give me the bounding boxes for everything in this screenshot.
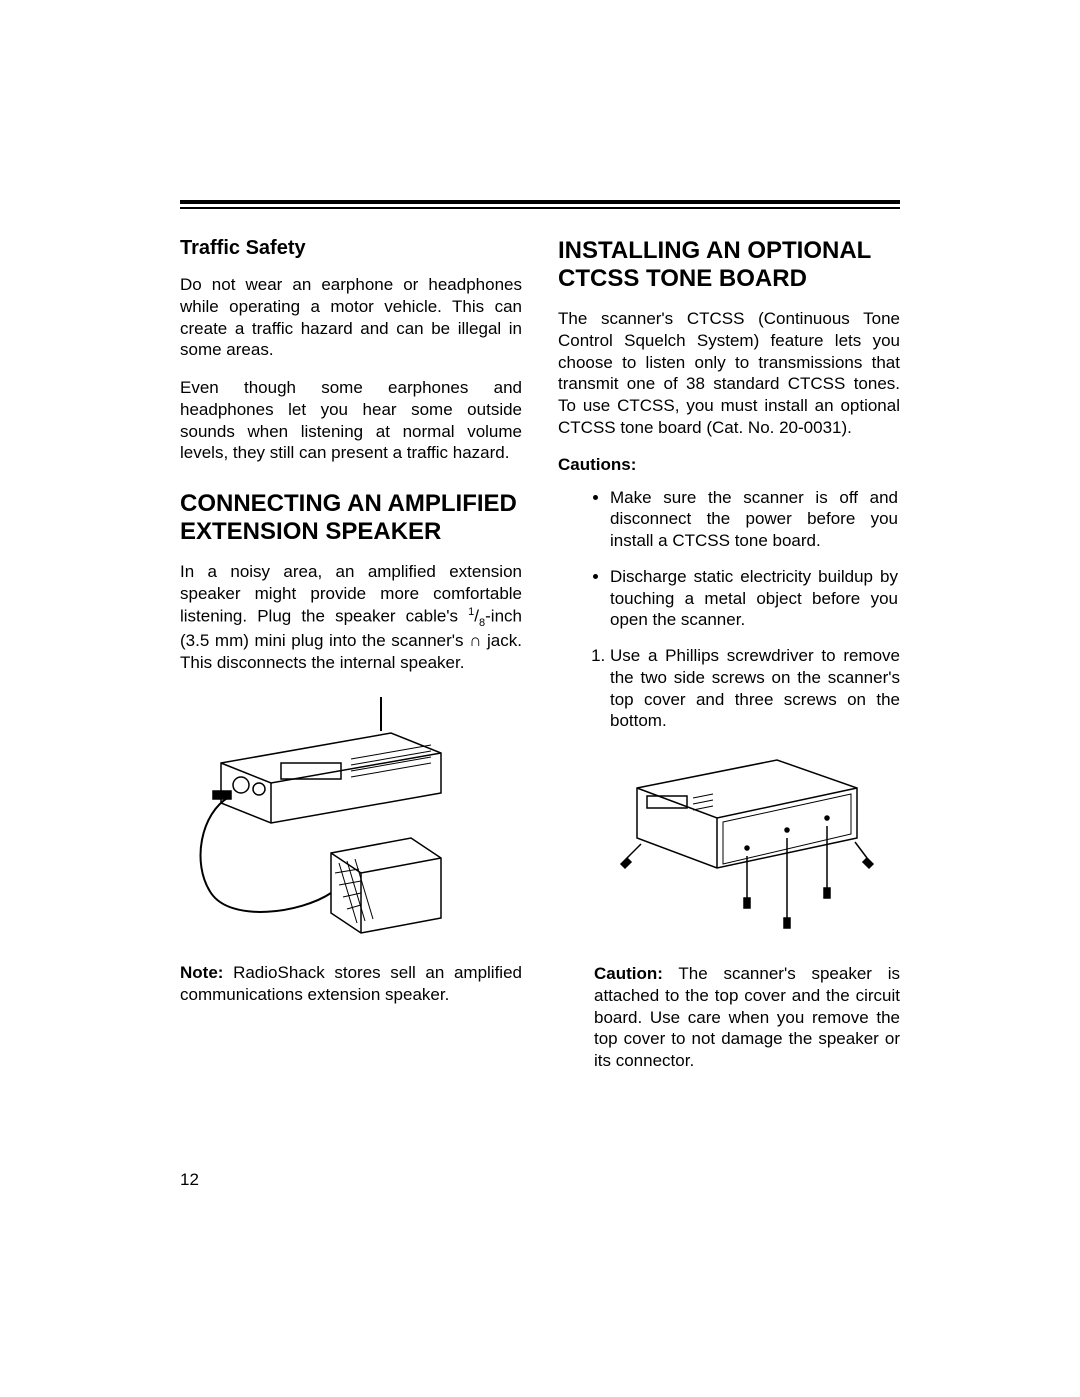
traffic-safety-p2: Even though some earphones and headphone… — [180, 377, 522, 464]
right-column: INSTALLING AN OPTIONAL CTCSS TONE BOARD … — [558, 237, 900, 1072]
page-content: Traffic Safety Do not wear an earphone o… — [180, 200, 900, 1072]
top-rule — [180, 200, 900, 209]
fraction-numerator: 1 — [468, 606, 474, 618]
cautions-list: Make sure the scanner is off and disconn… — [558, 487, 900, 632]
caution-paragraph: Caution: The scanner's speaker is attach… — [594, 963, 900, 1072]
scanner-speaker-illustration — [180, 693, 522, 943]
caution-bullet-1: Make sure the scanner is off and disconn… — [610, 487, 900, 552]
jack-icon: ∩ — [469, 631, 481, 650]
two-column-layout: Traffic Safety Do not wear an earphone o… — [180, 237, 900, 1072]
connecting-speaker-p: In a noisy area, an amplified extension … — [180, 561, 522, 673]
traffic-safety-p1: Do not wear an earphone or headphones wh… — [180, 274, 522, 361]
install-steps: Use a Phillips screwdriver to remove the… — [558, 645, 900, 732]
caution-bullet-2: Discharge static electricity buildup by … — [610, 566, 900, 631]
page-number: 12 — [180, 1170, 199, 1190]
scanner-screws-illustration — [594, 748, 900, 948]
caution-block: Caution: The scanner's speaker is attach… — [594, 963, 900, 1072]
note-label: Note: — [180, 963, 223, 982]
install-step-1: Use a Phillips screwdriver to remove the… — [610, 645, 900, 732]
traffic-safety-heading: Traffic Safety — [180, 237, 522, 260]
ctcss-heading: INSTALLING AN OPTIONAL CTCSS TONE BOARD — [558, 237, 900, 292]
caution-label: Caution: — [594, 964, 663, 983]
cautions-label: Cautions: — [558, 455, 900, 475]
left-column: Traffic Safety Do not wear an earphone o… — [180, 237, 522, 1072]
connecting-speaker-heading: CONNECTING AN AMPLIFIED EXTENSION SPEAKE… — [180, 490, 522, 545]
note-text: RadioShack stores sell an amplified comm… — [180, 963, 522, 1004]
ctcss-intro: The scanner's CTCSS (Continuous Tone Con… — [558, 308, 900, 439]
note-paragraph: Note: RadioShack stores sell an amplifie… — [180, 962, 522, 1006]
